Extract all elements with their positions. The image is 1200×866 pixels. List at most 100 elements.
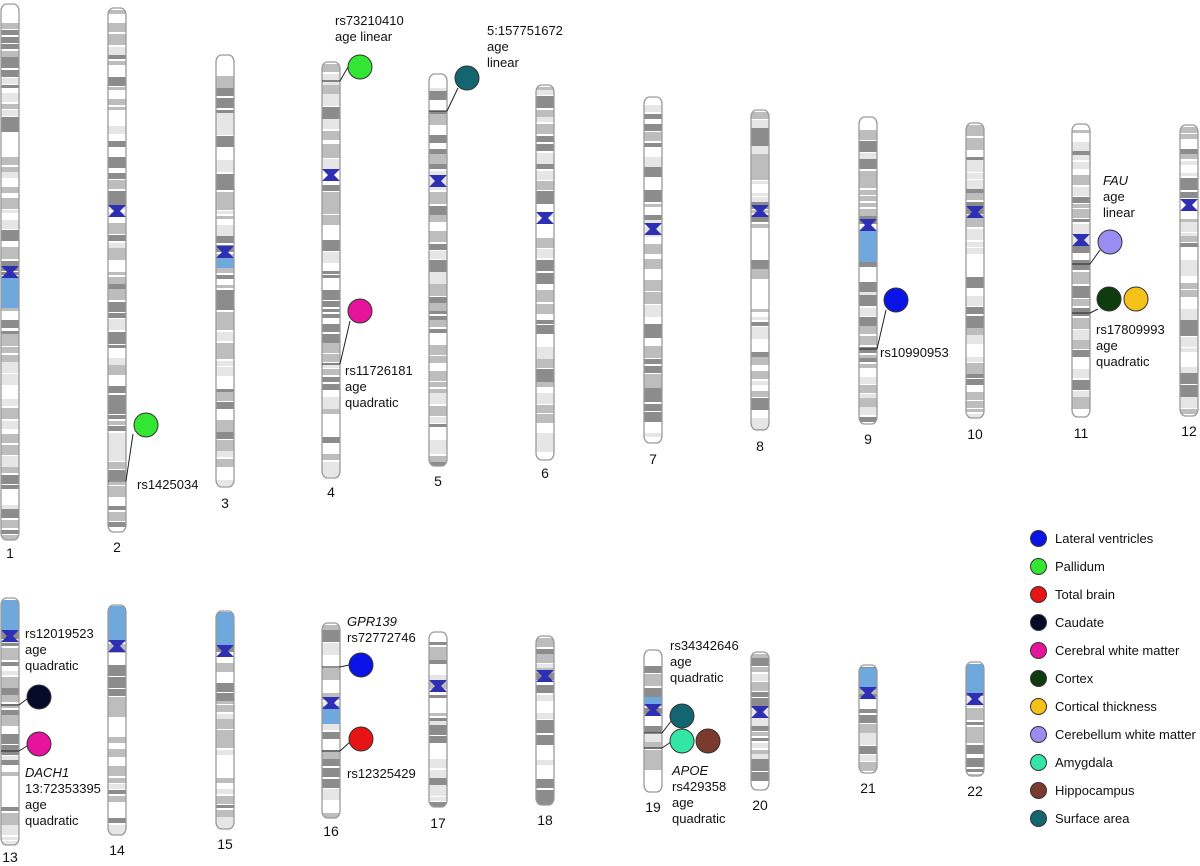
- chromosome-band: [536, 320, 554, 324]
- chromosome-band: [1072, 359, 1090, 367]
- chromosome-band: [108, 91, 126, 99]
- surface-area-marker: [454, 65, 480, 91]
- chromosome-band: [322, 409, 340, 414]
- chromosome-band: [108, 718, 126, 722]
- chromosome-band: [108, 47, 126, 55]
- snp-label: rs1425034: [137, 477, 198, 492]
- chromosome-band: [216, 88, 234, 96]
- chromosome-band: [751, 391, 769, 397]
- chromosome-band: [108, 689, 126, 696]
- chromosome-label: 8: [756, 438, 764, 454]
- chromosome-band: [216, 125, 234, 135]
- chromosome-label: 10: [967, 426, 983, 442]
- chromosome-band: [644, 424, 662, 431]
- chromosome-band: [536, 649, 554, 654]
- chromosome-band: [108, 223, 126, 234]
- chromosome-band: [859, 119, 877, 128]
- leader-line: [339, 741, 351, 752]
- chromosome-band: [1, 841, 19, 845]
- chromosome-band: [1180, 209, 1198, 217]
- chromosome-band: [429, 244, 447, 250]
- legend-item-pallidum: Pallidum: [1030, 556, 1105, 576]
- cerebellum-white-matter-marker: [1097, 229, 1123, 255]
- chromosome-band: [1072, 224, 1090, 235]
- chromosome-band: [1180, 243, 1198, 247]
- legend-label: Total brain: [1055, 586, 1115, 602]
- chromosome-band: [429, 192, 447, 204]
- chromosome-band: [108, 744, 126, 747]
- chromosome-band: [108, 61, 126, 65]
- centromere: [429, 175, 447, 187]
- chromosome-band: [536, 304, 554, 314]
- chromosome-band: [1072, 126, 1090, 130]
- amygdala-marker: [669, 728, 695, 754]
- chromosome-band: [536, 110, 554, 117]
- chromosome-band: [322, 343, 340, 353]
- chromosome-band: [1072, 260, 1090, 270]
- chromosome-band: [536, 153, 554, 161]
- legend-label: Cortical thickness: [1055, 698, 1157, 714]
- chromosome-band: [216, 663, 234, 672]
- chromosome-band: [322, 421, 340, 432]
- chromosome-band: [966, 374, 984, 378]
- chromosome-5: 5: [428, 73, 448, 489]
- chromosome-band: [751, 682, 769, 691]
- chromosome-band: [1, 688, 19, 695]
- chromosome-band: [644, 319, 662, 322]
- chromosome-band: [429, 718, 447, 721]
- chromosome-band: [859, 209, 877, 216]
- chromosome-label: 1: [6, 545, 14, 561]
- chromosome-band: [751, 738, 769, 741]
- chromosome-8: 8: [750, 109, 770, 454]
- snp-label: rs10990953: [880, 345, 949, 360]
- chromosome-band: [1, 110, 19, 116]
- chromosome-band: [966, 722, 984, 725]
- chromosome-band: [322, 107, 340, 119]
- chromosome-band: [966, 152, 984, 156]
- snp-annotation: rs10990953: [859, 287, 949, 360]
- chromosome-band: [108, 14, 126, 22]
- snp-label-line: FAU: [1103, 173, 1129, 188]
- legend-label: Pallidum: [1055, 558, 1105, 574]
- chromosome-band: [1072, 410, 1090, 417]
- legend-swatch: [1030, 697, 1047, 715]
- chromosome-band: [1, 772, 19, 776]
- chromosome-band: [216, 367, 234, 376]
- chromosome-label: 14: [109, 842, 125, 858]
- chromosome-band: [216, 759, 234, 768]
- chromosome-band: [108, 486, 126, 497]
- chromosome-18: 18: [535, 635, 555, 828]
- chromosome-label: 4: [327, 484, 335, 500]
- chromosome-band: [1, 210, 19, 213]
- chromosome-band: [644, 143, 662, 147]
- chromosome-band: [322, 275, 340, 278]
- chromosome-band: [1, 778, 19, 790]
- legend-label: Caudate: [1055, 614, 1105, 630]
- leader-line: [661, 741, 672, 749]
- chromosome-band: [751, 716, 769, 726]
- chromosome-band: [216, 183, 234, 190]
- chromosome-band: [322, 252, 340, 263]
- chromosome-band: [966, 758, 984, 767]
- chromosome-band: [751, 698, 769, 708]
- chromosome-band: [322, 74, 340, 85]
- chromosome-band: [1180, 309, 1198, 320]
- chromosome-band: [1180, 139, 1198, 149]
- legend-swatch: [1030, 641, 1047, 659]
- chromosome-band: [216, 789, 234, 794]
- chromosome-band: [859, 368, 877, 375]
- pallidum-marker: [347, 54, 373, 80]
- chromosome-band: [322, 278, 340, 288]
- snp-label: rs17809993 age quadratic: [1096, 322, 1165, 369]
- chromosome-band: [859, 336, 877, 345]
- chromosome-band: [1, 172, 19, 178]
- chromosome-band: [322, 768, 340, 777]
- snp-annotation: rs1425034: [108, 412, 198, 492]
- chromosome-band: [536, 433, 554, 443]
- chromosome-band: [966, 363, 984, 371]
- chromosome-band: [322, 682, 340, 691]
- snp-label: rs11726181 age quadratic: [345, 363, 413, 410]
- chromosome-band: [644, 280, 662, 291]
- chromosome-band: [1, 445, 19, 455]
